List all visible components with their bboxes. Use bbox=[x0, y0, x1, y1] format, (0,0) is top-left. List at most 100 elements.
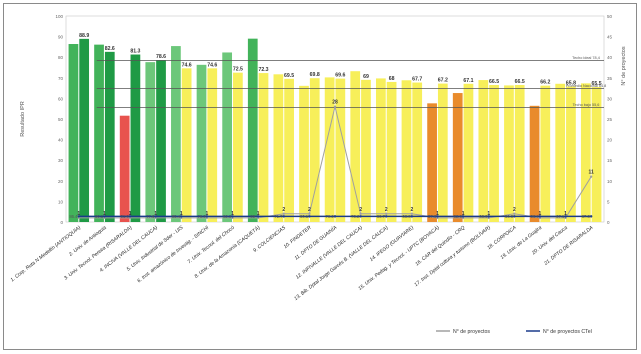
value-label: 74.6 bbox=[182, 62, 192, 68]
base-value-label: 73.2 bbox=[351, 214, 360, 219]
category-labels: 1. Corp. Ruta N Medellín (ANTIOQUIA)2. U… bbox=[10, 224, 595, 302]
bar-left bbox=[555, 83, 566, 222]
y-tick-label: 30 bbox=[58, 158, 64, 163]
series-point bbox=[385, 212, 388, 215]
base-value-label: 66.1 bbox=[300, 214, 309, 219]
series-point-label: 1 bbox=[206, 211, 209, 217]
series-point bbox=[308, 212, 311, 215]
series-point bbox=[589, 175, 593, 178]
reference-lines: Techo ideal 78,4 Promedio Nacional 64,8 Te… bbox=[96, 56, 607, 108]
value-label: 67.7 bbox=[412, 77, 422, 83]
y-tick-label: 90 bbox=[58, 35, 64, 40]
value-label: 67.1 bbox=[463, 78, 473, 84]
y2-tick-label: 10 bbox=[607, 179, 613, 184]
y2-tick-label: 50 bbox=[607, 14, 613, 19]
bar-left bbox=[427, 103, 437, 222]
category-label: 21. DPTO DE RISARALDA bbox=[542, 224, 594, 267]
bar-left bbox=[478, 80, 489, 222]
bar-right bbox=[104, 51, 115, 223]
category-label: 14. IFEGO (GUAVIARE) bbox=[369, 225, 416, 263]
reference-line-label: Promedio Nacional 64,8 bbox=[566, 84, 607, 88]
series-point bbox=[282, 212, 285, 215]
y2-tick-label: 25 bbox=[607, 117, 613, 122]
base-value-label: 68.8 bbox=[402, 214, 411, 219]
value-label: 66.2 bbox=[540, 80, 550, 86]
axes: 0 10 20 30 40 50 60 70 80 90 100 0 5 10 15 20 25 30 35 40 45… bbox=[20, 14, 627, 225]
base-value-label: 68.9 bbox=[479, 214, 488, 219]
plot-area bbox=[65, 15, 605, 223]
bar-right bbox=[79, 38, 90, 223]
bar-left bbox=[68, 44, 79, 223]
base-value-label: 57.6 bbox=[428, 214, 437, 219]
bar-right bbox=[258, 73, 269, 222]
bar-left bbox=[145, 62, 156, 223]
base-value-label: 51.6 bbox=[121, 214, 130, 219]
series-point-label: 1 bbox=[436, 211, 439, 217]
series-point bbox=[436, 215, 439, 218]
value-label: 69 bbox=[363, 74, 369, 80]
category-label: 7. Univ. Tecnol. del Chocó bbox=[187, 225, 236, 265]
y2-tick-label: 20 bbox=[607, 138, 613, 143]
series-point bbox=[256, 215, 260, 218]
y2-tick-label: 35 bbox=[607, 76, 613, 81]
bar-left bbox=[350, 71, 361, 222]
bar-right bbox=[284, 78, 294, 222]
bar-left bbox=[196, 64, 207, 223]
y2-tick-label: 5 bbox=[607, 199, 610, 204]
bar-left bbox=[324, 77, 335, 222]
bar-left bbox=[529, 105, 540, 222]
y2-tick-label: 0 bbox=[607, 220, 610, 225]
series-point-label: 1 bbox=[539, 211, 542, 217]
bar-right bbox=[514, 85, 525, 222]
series-point bbox=[333, 215, 337, 218]
series-point-label: 28 bbox=[332, 100, 338, 106]
series-point-label: 1 bbox=[129, 211, 132, 217]
series-point-label: 1 bbox=[180, 211, 183, 217]
series-point bbox=[410, 212, 414, 215]
y-tick-label: 80 bbox=[58, 55, 64, 60]
y2-tick-label: 15 bbox=[607, 158, 613, 163]
bar-left bbox=[504, 85, 514, 222]
series-point-label: 2 bbox=[282, 207, 285, 213]
value-label: 68 bbox=[389, 76, 395, 82]
series-point-label: 1 bbox=[231, 211, 234, 217]
value-label: 67.2 bbox=[438, 78, 448, 84]
bar-right bbox=[156, 60, 166, 222]
y-tick-label: 70 bbox=[58, 76, 64, 81]
series-point-label: 2 bbox=[308, 207, 311, 213]
base-value-label: 86.1 bbox=[95, 214, 104, 219]
bars bbox=[68, 38, 602, 223]
bar-right bbox=[361, 79, 371, 222]
value-label: 66.5 bbox=[515, 79, 525, 85]
base-value-label: 85.4 bbox=[172, 214, 181, 219]
bar-right bbox=[233, 72, 243, 223]
value-label: 69.8 bbox=[310, 72, 320, 78]
value-label: 65.5 bbox=[591, 81, 601, 87]
bar-right bbox=[181, 68, 192, 222]
base-value-label: 69.7 bbox=[377, 214, 386, 219]
y2-tick-label: 40 bbox=[607, 55, 613, 60]
bar-left bbox=[94, 44, 104, 222]
series-point bbox=[103, 215, 106, 218]
y2-tick-label: 45 bbox=[607, 35, 613, 40]
series-point-label: 2 bbox=[359, 207, 362, 213]
value-label: 74.6 bbox=[207, 62, 217, 68]
y-tick-label: 0 bbox=[60, 220, 63, 225]
reference-line-label: Techo ideal 78,4 bbox=[572, 56, 600, 60]
bar-right bbox=[335, 78, 346, 223]
y-tick-label: 40 bbox=[58, 138, 64, 143]
value-label: 69.5 bbox=[284, 73, 294, 79]
series-point-label: 1 bbox=[103, 211, 106, 217]
series-point bbox=[487, 215, 490, 218]
bar-right bbox=[566, 86, 576, 223]
base-value-label: 66.3 bbox=[505, 214, 514, 219]
series-point bbox=[513, 215, 516, 218]
series-point bbox=[282, 215, 285, 218]
base-value-label: 77.6 bbox=[146, 214, 155, 219]
value-label: 81.3 bbox=[130, 49, 140, 55]
y-tick-label: 60 bbox=[58, 96, 64, 101]
bar-left bbox=[452, 93, 463, 222]
bar-right bbox=[591, 87, 602, 222]
base-value-label: 76.3 bbox=[197, 214, 206, 219]
series-point bbox=[77, 215, 81, 218]
